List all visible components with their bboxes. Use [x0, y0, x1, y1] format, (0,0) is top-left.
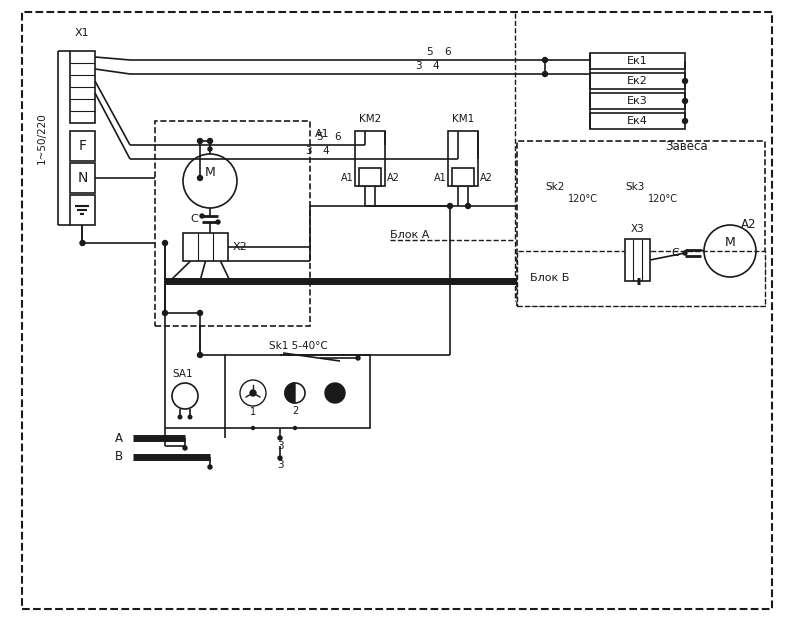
Bar [355, 131, 385, 186]
Circle shape [252, 427, 255, 430]
Bar [359, 168, 381, 186]
Text: 6: 6 [445, 47, 451, 57]
Circle shape [163, 240, 167, 245]
Bar [183, 233, 228, 261]
Text: Sk1 5-40°C: Sk1 5-40°C [268, 341, 327, 351]
Bar [590, 93, 685, 109]
Text: N: N [77, 171, 88, 185]
Circle shape [208, 147, 212, 151]
Circle shape [250, 390, 256, 396]
Text: A1: A1 [341, 173, 353, 183]
Circle shape [325, 383, 345, 403]
Text: A1: A1 [315, 129, 330, 139]
Circle shape [80, 240, 85, 245]
Text: A: A [115, 432, 123, 445]
Text: 3: 3 [277, 460, 283, 470]
Bar [590, 53, 685, 69]
Circle shape [278, 436, 282, 440]
Text: 120°C: 120°C [648, 194, 678, 204]
Circle shape [200, 214, 204, 218]
Text: 4: 4 [432, 61, 439, 71]
Circle shape [216, 220, 220, 224]
Circle shape [208, 465, 212, 469]
Text: B: B [115, 450, 123, 463]
Text: 4: 4 [323, 146, 329, 156]
Circle shape [356, 356, 360, 360]
Text: KM2: KM2 [359, 114, 381, 124]
Bar [155, 121, 310, 326]
Text: Завеса: Завеса [665, 140, 708, 153]
Text: F: F [78, 139, 87, 153]
Bar [70, 51, 95, 123]
Circle shape [163, 310, 167, 315]
Text: 3: 3 [305, 146, 312, 156]
Text: Блок Б: Блок Б [530, 273, 570, 283]
Circle shape [278, 456, 282, 460]
Bar [590, 73, 685, 89]
Text: KM1: KM1 [452, 114, 474, 124]
Text: Sk2: Sk2 [545, 182, 565, 192]
Text: 5: 5 [427, 47, 433, 57]
Text: 120°C: 120°C [568, 194, 598, 204]
Circle shape [197, 138, 203, 143]
Text: 1: 1 [250, 407, 256, 417]
Text: A2: A2 [480, 173, 492, 183]
Circle shape [466, 204, 470, 209]
Text: Eк1: Eк1 [627, 56, 648, 66]
Bar [517, 251, 765, 306]
Circle shape [197, 353, 203, 358]
Circle shape [543, 58, 548, 63]
Bar [70, 195, 95, 225]
Circle shape [682, 78, 687, 83]
Bar [452, 168, 474, 186]
Bar [70, 163, 95, 193]
Text: Eк4: Eк4 [627, 116, 648, 126]
Bar [625, 239, 650, 281]
Text: Sk3: Sk3 [626, 182, 645, 192]
Text: 3: 3 [277, 441, 283, 451]
Text: 5: 5 [316, 132, 323, 142]
Wedge shape [285, 383, 295, 403]
Circle shape [683, 251, 687, 255]
Text: M: M [204, 166, 215, 179]
Text: X1: X1 [75, 28, 90, 38]
Circle shape [197, 176, 203, 181]
Circle shape [178, 415, 181, 419]
Text: Eк3: Eк3 [627, 96, 648, 106]
Text: A2: A2 [387, 173, 399, 183]
Bar [70, 131, 95, 161]
Text: A1: A1 [434, 173, 447, 183]
Text: 6: 6 [335, 132, 342, 142]
Circle shape [447, 204, 453, 209]
Text: X2: X2 [233, 242, 248, 252]
Circle shape [682, 99, 687, 104]
Text: SA1: SA1 [173, 369, 193, 379]
Circle shape [208, 138, 212, 143]
Text: C: C [190, 214, 198, 224]
Bar [225, 355, 370, 428]
Text: 1~50/220: 1~50/220 [37, 112, 47, 164]
Text: 3: 3 [415, 61, 421, 71]
Circle shape [183, 446, 187, 450]
Circle shape [294, 427, 297, 430]
Bar [517, 141, 765, 306]
Circle shape [682, 119, 687, 124]
Text: Блок А: Блок А [390, 230, 429, 240]
Bar [448, 131, 478, 186]
Text: X3: X3 [630, 224, 645, 234]
Text: M: M [724, 237, 735, 250]
Text: Eк2: Eк2 [627, 76, 648, 86]
Bar [590, 113, 685, 129]
Text: A2: A2 [741, 219, 756, 232]
Text: 2: 2 [292, 406, 298, 416]
Circle shape [189, 415, 192, 419]
Circle shape [543, 71, 548, 76]
Circle shape [197, 310, 203, 315]
Text: C: C [671, 248, 679, 258]
